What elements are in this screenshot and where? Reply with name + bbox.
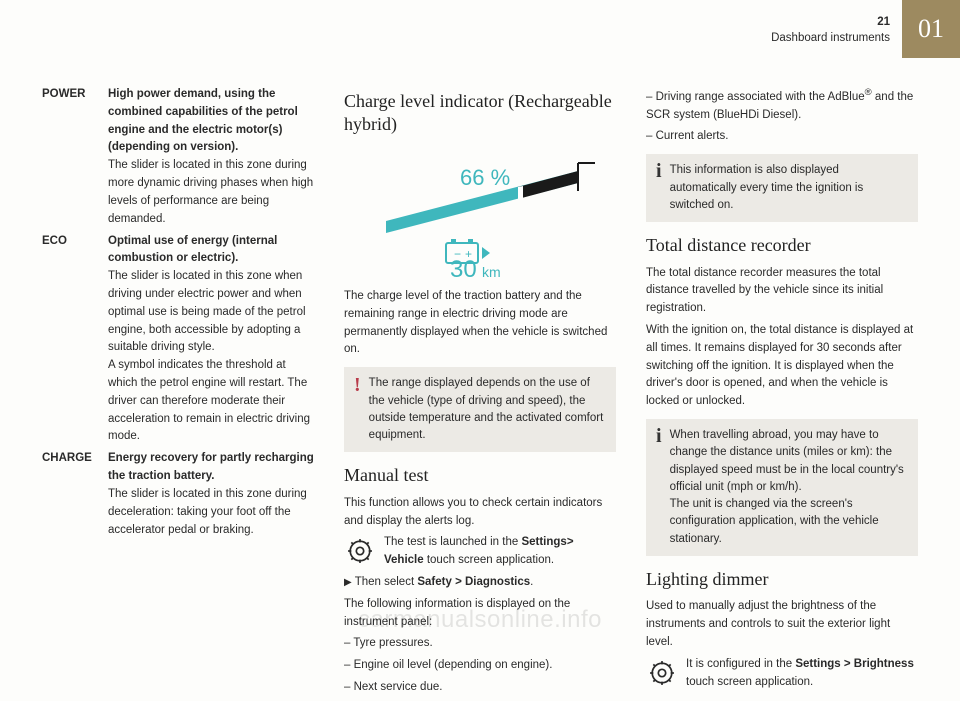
range-value: 30 [450,256,477,278]
then-select-line: ▶ Then select Safety > Diagnostics. [344,574,616,592]
power-text: The slider is located in this zone durin… [108,159,313,224]
charge-indicator-title: Charge level indicator (Rechargeable hyb… [344,90,616,135]
eco-lead: Optimal use of energy (internal combusti… [108,235,277,265]
info-icon: i [656,427,662,445]
lighting-dimmer-text: Used to manually adjust the brightness o… [646,598,918,651]
triangle-icon: ▶ [344,575,352,591]
charge-indicator-text: The charge level of the traction battery… [344,288,616,359]
power-lead: High power demand, using the combined ca… [108,88,298,153]
power-row: POWER High power demand, using the combi… [42,86,314,229]
range-unit: km [482,264,501,278]
charge-text: The slider is located in this zone durin… [108,488,307,536]
charge-indicator-svg: 66 % − + 30 km [344,143,616,278]
bullet-oil-text: Engine oil level (depending on engine). [354,659,553,671]
bullet-adblue-a: Driving range associated with the AdBlue [656,91,865,103]
eco-text: The slider is located in this zone when … [108,270,310,442]
bullet-oil: – Engine oil level (depending on engine)… [344,657,616,675]
range-warning-text: The range displayed depends on the use o… [369,375,606,444]
percent-text: 66 % [460,165,510,190]
eco-row: ECO Optimal use of energy (internal comb… [42,233,314,447]
page-header: 21 Dashboard instruments [771,15,890,46]
panel-intro: The following information is displayed o… [344,596,616,632]
total-distance-p2: With the ignition on, the total distance… [646,322,918,411]
bullet-adblue: – Driving range associated with the AdBl… [646,86,918,124]
total-distance-title: Total distance recorder [646,234,918,257]
lighting-dimmer-title: Lighting dimmer [646,568,918,591]
manual-test-title: Manual test [344,464,616,487]
power-body: High power demand, using the combined ca… [108,86,314,229]
column-1: POWER High power demand, using the combi… [42,86,314,701]
info-box-2: i When travelling abroad, you may have t… [646,419,918,556]
eco-body: Optimal use of energy (internal combusti… [108,233,314,447]
total-distance-p1: The total distance recorder measures the… [646,265,918,318]
column-3: – Driving range associated with the AdBl… [646,86,918,701]
charge-body: Energy recovery for partly recharging th… [108,450,314,539]
charge-label: CHARGE [42,450,98,539]
charge-indicator-figure: 66 % − + 30 km [344,143,616,278]
manual-test-intro: This function allows you to check certai… [344,495,616,531]
dimmer-bold: Settings > Brightness [795,658,914,670]
then-pre: Then select [355,576,418,588]
bullet-tyre-text: Tyre pressures. [353,637,432,649]
dimmer-pre: It is configured in the [686,658,795,670]
gear-icon [344,535,376,567]
gear-line-1-pre: The test is launched in the [384,536,521,548]
content-columns: POWER High power demand, using the combi… [42,86,918,701]
bullet-alerts: – Current alerts. [646,128,918,146]
gear-line-1: The test is launched in the Settings> Ve… [344,534,616,570]
then-bold: Safety > Diagnostics [417,576,530,588]
page-root: 01 21 Dashboard instruments POWER High p… [0,0,960,640]
bullet-service: – Next service due. [344,679,616,697]
chapter-badge: 01 [902,0,960,58]
then-post: . [530,576,533,588]
info-box-1-text: This information is also displayed autom… [670,162,908,214]
gear-icon [646,657,678,689]
info-box-1: i This information is also displayed aut… [646,154,918,222]
column-2: Charge level indicator (Rechargeable hyb… [344,86,616,701]
bullet-service-text: Next service due. [354,681,443,693]
charge-lead: Energy recovery for partly recharging th… [108,452,314,482]
info-icon: i [656,162,662,180]
gear-line-1-text: The test is launched in the Settings> Ve… [384,534,616,570]
bullet-tyre: – Tyre pressures. [344,635,616,653]
gear-line-1-post: touch screen application. [424,554,554,566]
section-name: Dashboard instruments [771,31,890,47]
eco-label: ECO [42,233,98,447]
gear-line-2-text: It is configured in the Settings > Brigh… [686,656,918,692]
range-warning-box: ! The range displayed depends on the use… [344,367,616,452]
exclamation-icon: ! [354,375,361,395]
power-label: POWER [42,86,98,229]
charge-row: CHARGE Energy recovery for partly rechar… [42,450,314,539]
page-number: 21 [771,15,890,31]
info-box-2-text: When travelling abroad, you may have to … [670,427,908,548]
dimmer-post: touch screen application. [686,676,813,688]
gear-line-2: It is configured in the Settings > Brigh… [646,656,918,692]
bullet-alerts-text: Current alerts. [656,130,729,142]
